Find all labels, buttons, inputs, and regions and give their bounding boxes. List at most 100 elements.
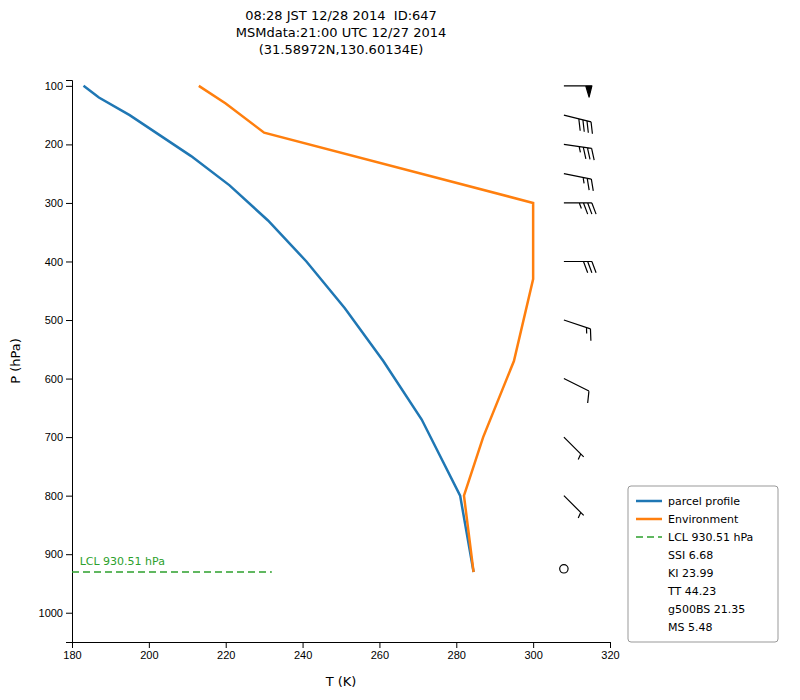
legend-item: parcel profile [636, 495, 740, 508]
tick-mark [226, 642, 227, 648]
tick-mark [456, 642, 457, 648]
wind-barb [564, 203, 596, 214]
legend-label: Environment [668, 513, 739, 526]
tick-mark [66, 203, 72, 204]
tick-label: 200 [45, 138, 63, 150]
legend-item: g500BS 21.35 [668, 603, 745, 616]
axis-domain [66, 81, 73, 643]
tick-label: 700 [45, 431, 63, 443]
tick: 600 [45, 373, 72, 385]
tick-mark [66, 613, 72, 614]
legend-label: MS 5.48 [668, 621, 712, 634]
tick-mark [66, 379, 72, 380]
legend-label: g500BS 21.35 [668, 603, 745, 616]
legend-item: Environment [636, 513, 739, 526]
tick: 260 [371, 642, 389, 661]
tick: 1000 [39, 607, 72, 619]
data-layer [72, 86, 596, 573]
tick: 200 [45, 138, 72, 150]
title-line: MSMdata:21:00 UTC 12/27 2014 [236, 25, 447, 40]
tick: 100 [45, 80, 72, 92]
tick: 320 [601, 642, 619, 661]
tick-label: 900 [45, 548, 63, 560]
tick-label: 100 [45, 80, 63, 92]
tick-mark [66, 144, 72, 145]
legend: parcel profile Environment LCL 930.51 hPa S… [628, 486, 778, 642]
legend-item: MS 5.48 [668, 621, 712, 634]
tick: 400 [45, 255, 72, 267]
tick-mark [303, 642, 304, 648]
tick-label: 600 [45, 373, 63, 385]
legend-swatch [636, 518, 662, 521]
wind-barb [564, 86, 592, 97]
tick-label: 320 [601, 649, 619, 661]
x-axis: 180 200 220 240 260 280 300 320 [63, 642, 619, 661]
series-line [84, 86, 474, 572]
tick: 220 [217, 642, 235, 661]
tick-label: 180 [63, 649, 81, 661]
wind-barb [564, 144, 594, 160]
tick-mark [66, 261, 72, 262]
chart: 180 200 220 240 260 280 300 320 100 200 300 400 500 6… [0, 0, 800, 700]
legend-swatch [636, 500, 662, 503]
series-line [199, 86, 533, 572]
wind-barb [564, 174, 593, 191]
legend-item: LCL 930.51 hPa [636, 531, 753, 544]
tick-label: 300 [524, 649, 542, 661]
tick-mark [66, 437, 72, 438]
wind-barb [564, 115, 593, 134]
wind-barb [564, 261, 596, 272]
tick-mark [379, 642, 380, 648]
wind-barb [564, 379, 589, 403]
axis-domain [73, 643, 611, 649]
legend-swatch [636, 536, 662, 538]
title-line: (31.58972N,130.60134E) [259, 42, 424, 57]
tick-mark [66, 496, 72, 497]
legend-label: LCL 930.51 hPa [668, 531, 753, 544]
wind-barb [560, 565, 568, 573]
wind-barb [564, 437, 584, 459]
tick-mark [610, 642, 611, 648]
legend-label: KI 23.99 [668, 567, 713, 580]
tick-label: 400 [45, 255, 63, 267]
legend-label: TT 44.23 [667, 585, 716, 598]
tick-mark [66, 554, 72, 555]
tick: 300 [524, 642, 542, 661]
tick-mark [149, 642, 150, 648]
legend-item: KI 23.99 [668, 567, 713, 580]
legend-label: SSI 6.68 [668, 549, 713, 562]
wind-barb [564, 320, 591, 341]
tick: 800 [45, 490, 72, 502]
legend-item: SSI 6.68 [668, 549, 713, 562]
tick-mark [66, 86, 72, 87]
tick: 500 [45, 314, 72, 326]
tick-label: 200 [140, 649, 158, 661]
wind-barb [564, 496, 584, 518]
legend-frame [628, 486, 778, 642]
title: 08:28 JST 12/28 2014 ID:647 MSMdata:21:00… [236, 8, 447, 57]
tick: 240 [294, 642, 312, 661]
title-line: 08:28 JST 12/28 2014 ID:647 [245, 8, 437, 23]
y-axis: 100 200 300 400 500 600 700 800 900 1000 [39, 80, 73, 643]
tick-label: 1000 [39, 607, 63, 619]
tick: 900 [45, 548, 72, 560]
tick-label: 220 [217, 649, 235, 661]
tick: 280 [448, 642, 466, 661]
y-axis-title: P (hPa) [8, 338, 23, 384]
legend-label: parcel profile [668, 495, 740, 508]
tick-mark [66, 320, 72, 321]
tick-label: 260 [371, 649, 389, 661]
legend-item: TT 44.23 [667, 585, 716, 598]
tick-label: 300 [45, 197, 63, 209]
tick-label: 280 [448, 649, 466, 661]
tick: 700 [45, 431, 72, 443]
tick-label: 240 [294, 649, 312, 661]
tick: 300 [45, 197, 72, 209]
wind-barbs [560, 86, 596, 573]
plot: 180 200 220 240 260 280 300 320 100 200 300 400 500 6… [8, 80, 778, 689]
tick: 180 [63, 642, 81, 661]
tick-label: 800 [45, 490, 63, 502]
annotation: LCL 930.51 hPa [80, 555, 165, 568]
series-line [72, 571, 272, 573]
tick-mark [533, 642, 534, 648]
